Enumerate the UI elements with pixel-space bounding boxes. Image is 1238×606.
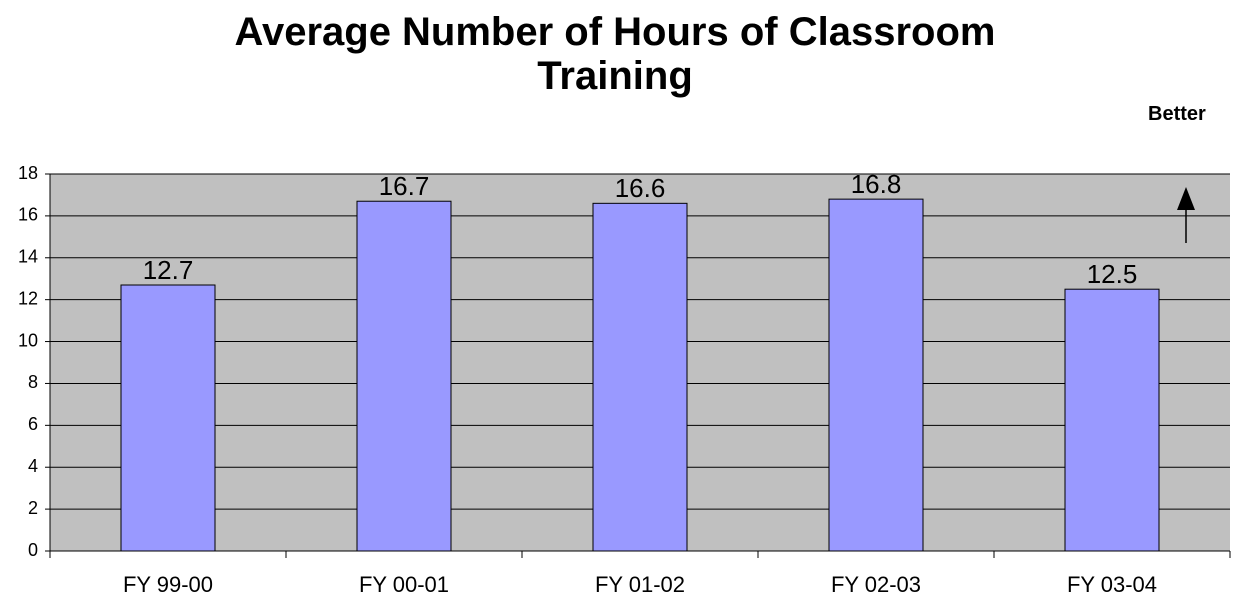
data-label: 16.7 <box>379 171 430 201</box>
y-tick-label: 2 <box>28 498 38 518</box>
arrow-head <box>1177 187 1195 210</box>
y-tick-label: 18 <box>18 163 38 183</box>
y-tick-label: 4 <box>28 456 38 476</box>
bar <box>592 202 688 552</box>
y-tick-label: 16 <box>18 205 38 225</box>
x-tick-label: FY 02-03 <box>831 572 921 597</box>
y-tick-label: 0 <box>28 540 38 560</box>
data-label: 12.5 <box>1087 259 1138 289</box>
y-tick-label: 12 <box>18 288 38 308</box>
data-label: 12.7 <box>143 255 194 285</box>
data-label: 16.6 <box>615 173 666 203</box>
x-tick-label: FY 00-01 <box>359 572 449 597</box>
chart-title: Average Number of Hours of Classroom Tra… <box>234 10 996 98</box>
bar <box>120 284 216 552</box>
x-tick-label: FY 99-00 <box>123 572 213 597</box>
y-tick-label: 8 <box>28 372 38 392</box>
annotation: Better <box>1148 103 1206 125</box>
x-tick-label: FY 03-04 <box>1067 572 1157 597</box>
x-tick-label: FY 01-02 <box>595 572 685 597</box>
y-tick-label: 6 <box>28 414 38 434</box>
y-tick-label: 10 <box>18 330 38 350</box>
bar <box>1064 288 1160 552</box>
bar <box>356 200 452 552</box>
bar <box>828 198 924 552</box>
y-tick-label: 14 <box>18 247 38 267</box>
data-label: 16.8 <box>851 169 902 199</box>
